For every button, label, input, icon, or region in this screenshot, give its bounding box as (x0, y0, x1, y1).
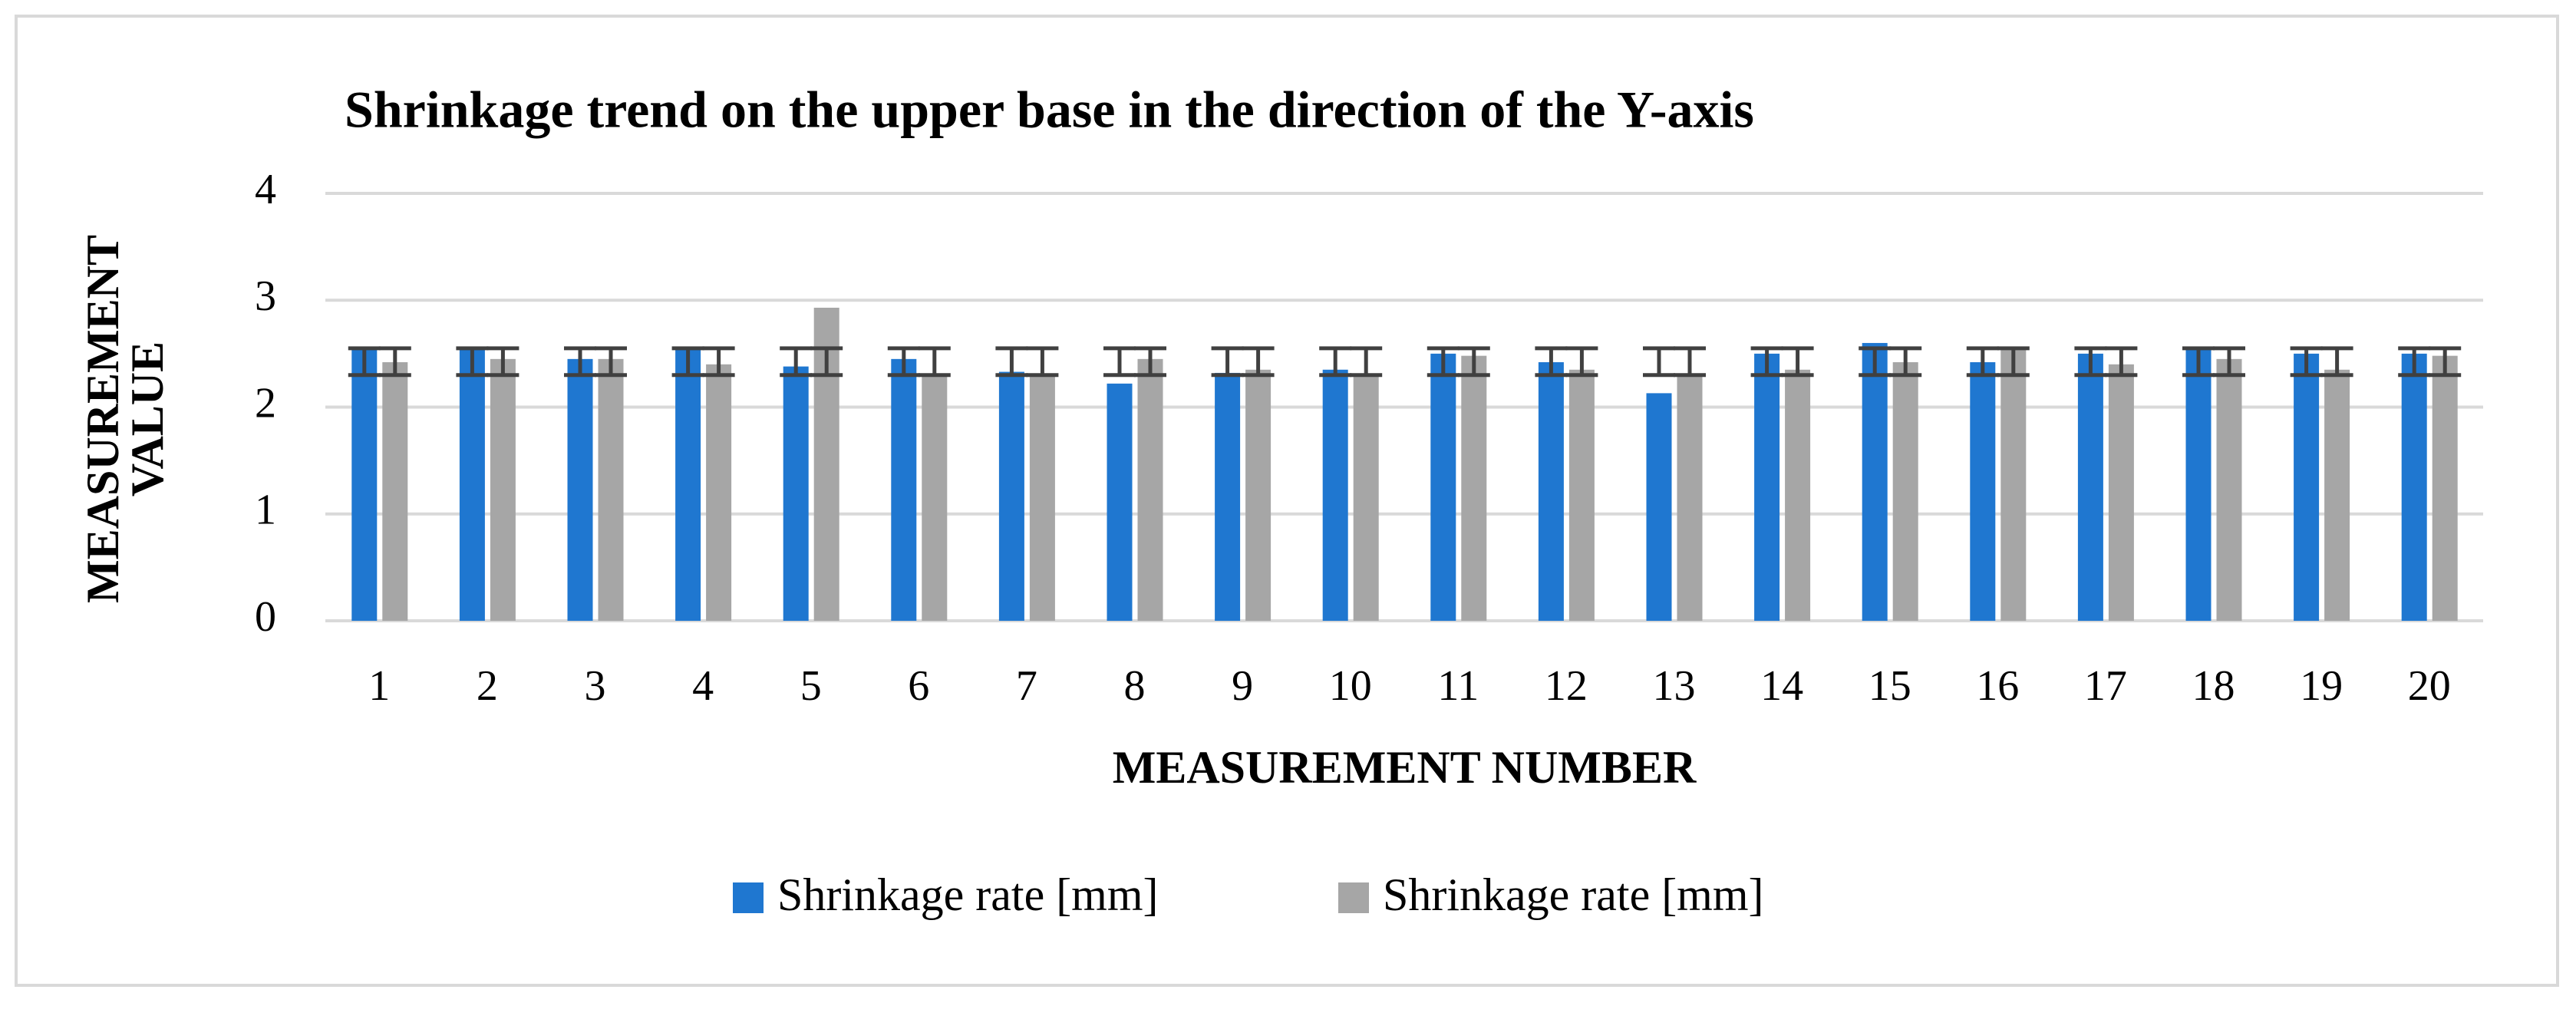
bar (2185, 348, 2212, 621)
bar (567, 358, 593, 621)
bar (1245, 369, 1272, 621)
x-tick-label: 16 (1976, 662, 2019, 710)
bar (1646, 393, 1672, 621)
bar (1892, 362, 1918, 621)
x-tick-label: 6 (908, 662, 929, 710)
x-tick-label: 19 (2300, 662, 2343, 710)
x-tick-label: 11 (1437, 662, 1479, 710)
bar (1461, 355, 1487, 621)
bar (891, 358, 917, 621)
x-tick-label: 3 (585, 662, 606, 710)
x-tick-label: 9 (1232, 662, 1253, 710)
bar (2216, 358, 2242, 621)
bar (922, 374, 948, 621)
y-tick-label: 4 (255, 166, 276, 213)
x-tick-label: 17 (2084, 662, 2127, 710)
chart-title: Shrinkage trend on the upper base in the… (345, 81, 1754, 139)
bar (1137, 358, 1163, 621)
x-tick-label: 8 (1124, 662, 1146, 710)
bar (459, 348, 485, 621)
bar (1538, 362, 1564, 621)
legend-label: Shrinkage rate [mm] (777, 869, 1159, 920)
bar (783, 366, 809, 621)
x-tick-label: 18 (2192, 662, 2235, 710)
bar (1353, 374, 1379, 621)
bar (2294, 353, 2320, 621)
bar (1215, 372, 1241, 621)
bar (1322, 369, 1348, 621)
bar (1754, 353, 1780, 621)
bar (490, 358, 516, 621)
bar (675, 348, 701, 621)
bar (998, 371, 1024, 621)
legend-label: Shrinkage rate [mm] (1383, 869, 1764, 920)
y-tick-label: 2 (255, 379, 276, 427)
chart-border (15, 15, 2559, 987)
bar (1568, 369, 1595, 621)
legend-swatch (1338, 882, 1369, 913)
x-tick-label: 10 (1329, 662, 1372, 710)
bar (1785, 369, 1811, 621)
x-tick-label: 13 (1653, 662, 1696, 710)
bar (1107, 383, 1133, 621)
bar (2401, 353, 2427, 621)
bar (2108, 364, 2134, 621)
x-tick-label: 7 (1016, 662, 1037, 710)
bar (1029, 374, 1055, 621)
bar (1970, 362, 1996, 621)
bar (1677, 374, 1703, 621)
bar (382, 362, 408, 621)
bar (1430, 353, 1456, 621)
x-tick-label: 4 (692, 662, 714, 710)
x-tick-label: 5 (800, 662, 822, 710)
bar (1862, 342, 1888, 621)
x-tick-label: 20 (2408, 662, 2451, 710)
y-tick-label: 1 (255, 487, 276, 534)
bar (2077, 353, 2103, 621)
bar (351, 348, 378, 621)
x-tick-label: 12 (1545, 662, 1588, 710)
bar (2324, 369, 2350, 621)
x-tick-label: 14 (1760, 662, 1803, 710)
bar (2000, 348, 2027, 621)
bar (2432, 355, 2458, 621)
x-tick-label: 2 (477, 662, 498, 710)
bar (598, 358, 624, 621)
y-tick-label: 0 (255, 593, 276, 641)
y-tick-label: 3 (255, 272, 276, 320)
x-axis-title: MEASUREMENT NUMBER (1113, 742, 1697, 793)
y-axis-title: MEASUREMENT VALUE (78, 234, 173, 604)
x-tick-label: 15 (1869, 662, 1911, 710)
legend-swatch (733, 882, 764, 913)
bar (706, 364, 732, 621)
x-tick-label: 1 (368, 662, 390, 710)
